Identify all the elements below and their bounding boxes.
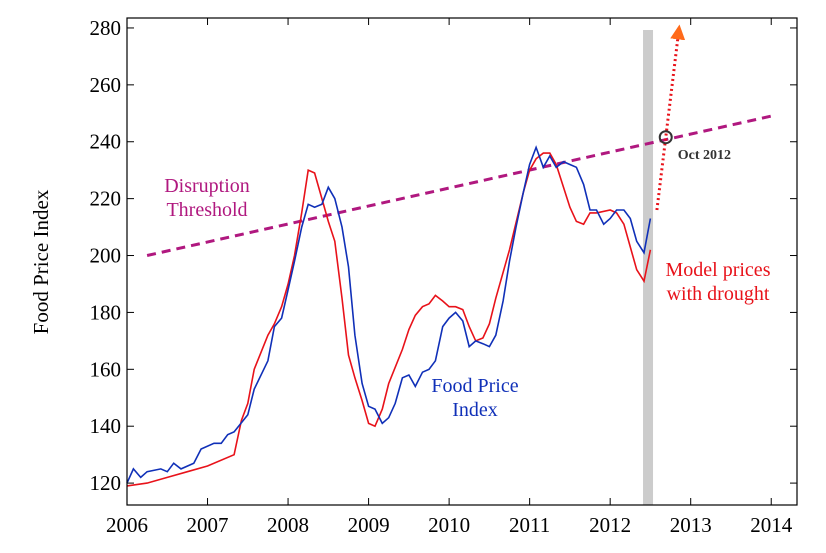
y-tick-label: 160 — [90, 357, 122, 381]
y-tick-label: 260 — [90, 73, 122, 97]
highlight-band — [643, 30, 654, 505]
model-label: Model prices with drought — [665, 259, 771, 305]
y-tick-label: 240 — [90, 130, 122, 154]
x-tick-label: 2014 — [750, 513, 793, 537]
y-tick-label: 280 — [90, 16, 122, 40]
fpi-label: Food Price Index — [431, 375, 519, 421]
x-tick-label: 2006 — [106, 513, 148, 537]
y-tick-label: 200 — [90, 244, 122, 268]
annotation-marker — [658, 130, 673, 145]
x-tick-label: 2013 — [670, 513, 712, 537]
x-tick-label: 2010 — [428, 513, 470, 537]
x-tick-label: 2008 — [267, 513, 309, 537]
x-tick-label: 2009 — [348, 513, 390, 537]
annotation-text: Oct 2012 — [678, 148, 731, 163]
plot-frame — [126, 17, 798, 506]
y-tick-label: 140 — [90, 414, 122, 438]
y-tick-label: 120 — [90, 471, 122, 495]
x-tick-label: 2012 — [589, 513, 631, 537]
y-tick-label: 220 — [90, 187, 122, 211]
series-line — [146, 114, 772, 257]
y-tick-label: 180 — [90, 300, 122, 324]
series-line — [655, 24, 686, 211]
x-tick-label: 2011 — [509, 513, 550, 537]
x-tick-label: 2007 — [187, 513, 229, 537]
threshold-label: Disruption Threshold — [164, 175, 250, 221]
series-line — [126, 145, 652, 484]
y-axis-label: Food Price Index — [29, 189, 53, 334]
series-line — [126, 152, 652, 487]
